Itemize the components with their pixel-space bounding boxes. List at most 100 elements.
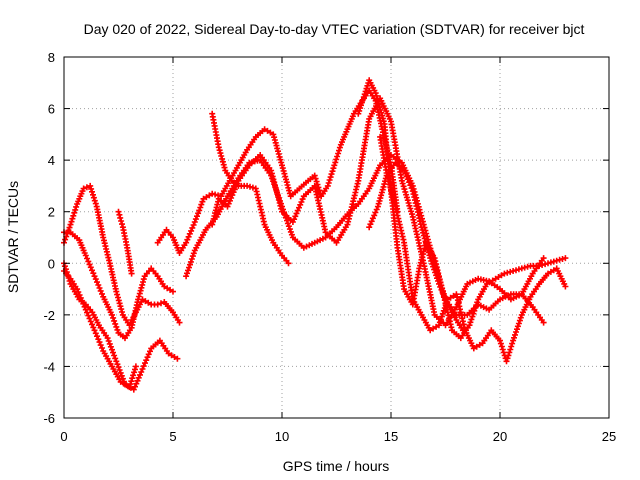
data-point-marker (326, 177, 333, 183)
data-point-marker (510, 337, 517, 344)
data-point-marker (117, 369, 124, 376)
x-axis-label: GPS time / hours (283, 458, 390, 474)
data-point-marker (466, 322, 473, 329)
data-point-marker (257, 206, 264, 213)
data-point-marker (430, 263, 437, 270)
data-point-marker (316, 187, 323, 194)
data-point-marker (68, 218, 75, 225)
data-point-marker (335, 150, 342, 157)
plot-frame (63, 56, 610, 419)
data-point-marker (540, 319, 547, 326)
data-point-marker (368, 218, 375, 225)
data-point-marker (90, 191, 96, 198)
data-point-marker (113, 323, 120, 330)
data-point-marker (428, 258, 435, 264)
x-tick-label: 5 (169, 429, 176, 444)
data-point-marker (324, 182, 331, 189)
data-point-marker (330, 165, 337, 172)
data-point-marker (114, 326, 121, 333)
data-point-marker (540, 255, 547, 262)
data-point-marker (183, 273, 190, 280)
series-track-10 (377, 133, 569, 365)
data-point-marker (542, 261, 549, 268)
data-point-marker (118, 372, 125, 379)
data-point-marker (521, 264, 528, 271)
data-point-marker (89, 188, 95, 195)
data-point-marker (218, 153, 225, 159)
data-point-marker (436, 322, 442, 329)
data-series (61, 77, 569, 393)
data-point-marker (397, 224, 404, 231)
data-point-marker (517, 314, 524, 321)
data-point-marker (327, 174, 334, 181)
data-point-marker (109, 311, 115, 318)
data-point-marker (509, 340, 516, 347)
x-axis-ticks: 0 5 10 15 20 25 (60, 57, 616, 444)
y-tick-label: 4 (48, 153, 55, 168)
data-point-marker (291, 216, 298, 223)
data-point-marker (198, 201, 205, 208)
series-track-2 (61, 182, 183, 329)
data-point-marker (199, 198, 206, 205)
data-point-marker (187, 261, 193, 268)
data-point-marker (497, 340, 504, 347)
data-point-marker (473, 302, 480, 309)
data-point-marker (105, 338, 112, 344)
data-point-marker (72, 206, 79, 213)
data-point-marker (469, 313, 476, 320)
data-point-marker (109, 346, 115, 353)
data-point-marker (442, 295, 449, 302)
data-point-marker (374, 203, 381, 210)
data-point-marker (459, 318, 466, 325)
data-point-marker (69, 215, 76, 222)
y-tick-label: 6 (48, 102, 55, 117)
data-point-marker (80, 185, 87, 192)
data-point-marker (87, 182, 94, 189)
data-point-marker (212, 191, 219, 198)
data-point-marker (336, 147, 342, 154)
data-point-marker (499, 346, 506, 353)
data-point-marker (107, 343, 114, 350)
data-point-marker (332, 159, 339, 166)
data-point-marker (285, 223, 292, 230)
data-point-marker (328, 171, 335, 178)
data-point-marker (195, 210, 202, 217)
y-tick-label: -6 (43, 411, 55, 426)
data-point-marker (194, 213, 200, 220)
y-tick-label: 8 (48, 50, 55, 65)
x-tick-label: 15 (384, 429, 398, 444)
data-point-marker (111, 352, 118, 359)
data-point-marker (431, 266, 438, 273)
data-point-marker (71, 209, 78, 216)
data-point-marker (128, 270, 135, 277)
data-point-marker (401, 167, 408, 174)
data-point-marker (312, 175, 319, 182)
data-point-marker (128, 378, 135, 385)
data-point-marker (191, 219, 198, 225)
data-point-marker (73, 203, 80, 210)
data-point-marker (559, 256, 566, 262)
y-tick-label: 2 (48, 205, 55, 220)
y-axis-ticks: -6 -4 -2 0 2 4 6 8 (43, 50, 609, 426)
data-point-marker (278, 200, 284, 207)
data-point-marker (184, 270, 190, 277)
data-point-marker (92, 200, 99, 207)
data-point-marker (112, 355, 119, 362)
data-point-marker (110, 349, 116, 356)
data-point-marker (126, 384, 133, 391)
data-point-marker (170, 288, 176, 295)
data-point-marker (459, 327, 466, 334)
data-point-marker (106, 340, 113, 347)
data-point-marker (506, 349, 513, 356)
data-point-marker (435, 278, 441, 284)
data-point-marker (111, 317, 118, 324)
data-point-marker (104, 335, 111, 342)
data-point-marker (135, 293, 142, 300)
data-point-marker (114, 291, 121, 298)
data-point-marker (505, 352, 512, 359)
data-point-marker (114, 361, 121, 368)
data-point-marker (131, 369, 138, 376)
data-point-marker (325, 180, 332, 186)
data-point-marker (88, 185, 95, 192)
data-point-marker (197, 204, 204, 211)
